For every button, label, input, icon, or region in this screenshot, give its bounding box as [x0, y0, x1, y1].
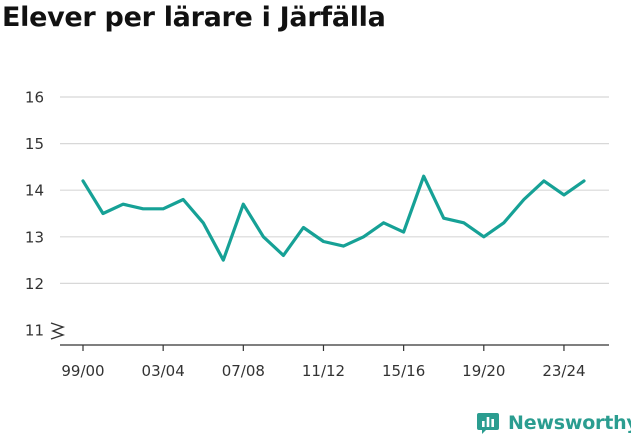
- y-tick-label: 13: [25, 228, 44, 246]
- x-tick-label: 07/08: [222, 362, 265, 380]
- y-tick-label: 11: [25, 322, 44, 340]
- x-tick-label: 99/00: [61, 362, 104, 380]
- x-tick-label: 03/04: [142, 362, 185, 380]
- y-gridlines: [60, 96, 609, 284]
- series-line: [81, 174, 586, 262]
- y-tick-label: 14: [25, 182, 44, 200]
- axis-break-icon: [50, 322, 66, 340]
- x-ticks: [82, 345, 565, 351]
- x-tick-labels: 99/00 03/04 07/08 11/12 15/16 19/20 23/24: [61, 362, 585, 380]
- y-tick-labels: 11 12 13 14 15 16: [25, 89, 44, 340]
- brand-name: Newsworthy: [508, 412, 631, 434]
- y-tick-label: 16: [25, 89, 44, 107]
- x-tick-label: 15/16: [382, 362, 425, 380]
- x-tick-label: 23/24: [542, 362, 585, 380]
- newsworthy-logo-icon: [477, 413, 499, 434]
- y-tick-label: 12: [25, 275, 44, 293]
- newsworthy-brand: Newsworthy: [476, 408, 631, 438]
- x-tick-label: 11/12: [302, 362, 345, 380]
- series-points: [81, 175, 585, 262]
- y-tick-label: 15: [25, 135, 44, 153]
- x-tick-label: 19/20: [462, 362, 505, 380]
- chart-title: Elever per lärare i Järfälla: [2, 2, 386, 33]
